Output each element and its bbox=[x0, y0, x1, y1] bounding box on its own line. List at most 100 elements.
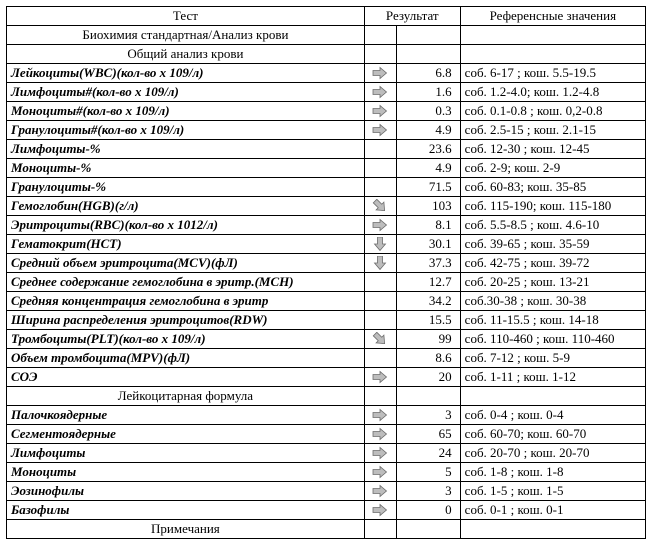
test-name: Тромбоциты(PLT)(кол-во х 109/л) bbox=[7, 330, 365, 349]
reference-range: соб. 1-8 ; кош. 1-8 bbox=[460, 463, 645, 482]
result-value: 4.9 bbox=[396, 121, 460, 140]
reference-range: соб. 20-25 ; кош. 13-21 bbox=[460, 273, 645, 292]
test-name: СОЭ bbox=[7, 368, 365, 387]
trend-icon-cell bbox=[364, 292, 396, 311]
trend-icon-cell bbox=[364, 330, 396, 349]
table-row: Средний объем эритроцита(MCV)(фЛ) 37.3 с… bbox=[7, 254, 646, 273]
arrow-down-icon bbox=[372, 256, 388, 270]
table-row: Гранулоциты-% 71.5 соб. 60-83; кош. 35-8… bbox=[7, 178, 646, 197]
table-row: Тромбоциты(PLT)(кол-во х 109/л) 99 соб. … bbox=[7, 330, 646, 349]
reference-range: соб. 115-190; кош. 115-180 bbox=[460, 197, 645, 216]
reference-range: соб. 7-12 ; кош. 5-9 bbox=[460, 349, 645, 368]
arrow-right-icon bbox=[372, 408, 388, 422]
test-name: Сегментоядерные bbox=[7, 425, 365, 444]
empty-cell bbox=[396, 520, 460, 539]
test-name: Объем тромбоцита(MPV)(фЛ) bbox=[7, 349, 365, 368]
empty-cell bbox=[364, 387, 396, 406]
empty-cell bbox=[460, 45, 645, 64]
table-row: Палочкоядерные 3 соб. 0-4 ; кош. 0-4 bbox=[7, 406, 646, 425]
section-row: Лейкоцитарная формула bbox=[7, 387, 646, 406]
section-row: Общий анализ крови bbox=[7, 45, 646, 64]
table-row: Сегментоядерные 65 соб. 60-70; кош. 60-7… bbox=[7, 425, 646, 444]
reference-range: соб. 12-30 ; кош. 12-45 bbox=[460, 140, 645, 159]
result-value: 1.6 bbox=[396, 83, 460, 102]
test-name: Среднее содержание гемоглобина в эритр.(… bbox=[7, 273, 365, 292]
arrow-right-icon bbox=[372, 104, 388, 118]
notes-row: Примечания bbox=[7, 520, 646, 539]
result-value: 3 bbox=[396, 482, 460, 501]
table-row: Эритроциты(RBC)(кол-во х 1012/л) 8.1 соб… bbox=[7, 216, 646, 235]
reference-range: соб. 1-11 ; кош. 1-12 bbox=[460, 368, 645, 387]
test-name: Гранулоциты-% bbox=[7, 178, 365, 197]
trend-icon-cell bbox=[364, 178, 396, 197]
arrow-down-right-icon bbox=[372, 199, 388, 213]
trend-icon-cell bbox=[364, 368, 396, 387]
trend-icon-cell bbox=[364, 64, 396, 83]
trend-icon-cell bbox=[364, 121, 396, 140]
lab-results-table: Тест Результат Референсные значения Биох… bbox=[6, 6, 646, 539]
trend-icon-cell bbox=[364, 311, 396, 330]
result-value: 0.3 bbox=[396, 102, 460, 121]
arrow-right-icon bbox=[372, 123, 388, 137]
empty-cell bbox=[364, 520, 396, 539]
table-row: Моноциты-% 4.9 соб. 2-9; кош. 2-9 bbox=[7, 159, 646, 178]
notes-label: Примечания bbox=[7, 520, 365, 539]
trend-icon-cell bbox=[364, 102, 396, 121]
reference-range: соб.30-38 ; кош. 30-38 bbox=[460, 292, 645, 311]
test-name: Лейкоциты(WBC)(кол-во х 109/л) bbox=[7, 64, 365, 83]
arrow-right-icon bbox=[372, 85, 388, 99]
arrow-down-icon bbox=[372, 237, 388, 251]
result-value: 3 bbox=[396, 406, 460, 425]
result-value: 4.9 bbox=[396, 159, 460, 178]
test-name: Базофилы bbox=[7, 501, 365, 520]
trend-icon-cell bbox=[364, 159, 396, 178]
trend-icon-cell bbox=[364, 406, 396, 425]
reference-range: соб. 2-9; кош. 2-9 bbox=[460, 159, 645, 178]
test-name: Лимфоциты#(кол-во х 109/л) bbox=[7, 83, 365, 102]
table-row: Эозинофилы 3 соб. 1-5 ; кош. 1-5 bbox=[7, 482, 646, 501]
reference-range: соб. 60-70; кош. 60-70 bbox=[460, 425, 645, 444]
test-name: Лимфоциты-% bbox=[7, 140, 365, 159]
reference-range: соб. 39-65 ; кош. 35-59 bbox=[460, 235, 645, 254]
trend-icon-cell bbox=[364, 482, 396, 501]
reference-range: соб. 1.2-4.0; кош. 1.2-4.8 bbox=[460, 83, 645, 102]
test-name: Моноциты-% bbox=[7, 159, 365, 178]
empty-cell bbox=[396, 387, 460, 406]
table-row: Среднее содержание гемоглобина в эритр.(… bbox=[7, 273, 646, 292]
empty-cell bbox=[396, 26, 460, 45]
reference-range: соб. 6-17 ; кош. 5.5-19.5 bbox=[460, 64, 645, 83]
empty-cell bbox=[364, 26, 396, 45]
table-row: Средняя концентрация гемоглобина в эритр… bbox=[7, 292, 646, 311]
test-name: Эритроциты(RBC)(кол-во х 1012/л) bbox=[7, 216, 365, 235]
reference-range: соб. 0-1 ; кош. 0-1 bbox=[460, 501, 645, 520]
section-row: Биохимия стандартная/Анализ крови bbox=[7, 26, 646, 45]
section-label: Биохимия стандартная/Анализ крови bbox=[7, 26, 365, 45]
table-row: Ширина распределения эритроцитов(RDW) 15… bbox=[7, 311, 646, 330]
header-test: Тест bbox=[7, 7, 365, 26]
result-value: 103 bbox=[396, 197, 460, 216]
reference-range: соб. 42-75 ; кош. 39-72 bbox=[460, 254, 645, 273]
result-value: 20 bbox=[396, 368, 460, 387]
result-value: 8.1 bbox=[396, 216, 460, 235]
section-label: Лейкоцитарная формула bbox=[7, 387, 365, 406]
reference-range: соб. 20-70 ; кош. 20-70 bbox=[460, 444, 645, 463]
table-row: Базофилы 0 соб. 0-1 ; кош. 0-1 bbox=[7, 501, 646, 520]
result-value: 99 bbox=[396, 330, 460, 349]
empty-cell bbox=[460, 520, 645, 539]
result-value: 37.3 bbox=[396, 254, 460, 273]
arrow-right-icon bbox=[372, 427, 388, 441]
test-name: Ширина распределения эритроцитов(RDW) bbox=[7, 311, 365, 330]
table-row: Лимфоциты#(кол-во х 109/л) 1.6 соб. 1.2-… bbox=[7, 83, 646, 102]
table-row: Моноциты#(кол-во х 109/л) 0.3 соб. 0.1-0… bbox=[7, 102, 646, 121]
table-row: Объем тромбоцита(MPV)(фЛ) 8.6 соб. 7-12 … bbox=[7, 349, 646, 368]
arrow-right-icon bbox=[372, 484, 388, 498]
reference-range: соб. 0.1-0.8 ; кош. 0,2-0.8 bbox=[460, 102, 645, 121]
result-value: 23.6 bbox=[396, 140, 460, 159]
trend-icon-cell bbox=[364, 349, 396, 368]
empty-cell bbox=[460, 387, 645, 406]
table-row: Лейкоциты(WBC)(кол-во х 109/л) 6.8 соб. … bbox=[7, 64, 646, 83]
result-value: 8.6 bbox=[396, 349, 460, 368]
empty-cell bbox=[364, 45, 396, 64]
result-value: 12.7 bbox=[396, 273, 460, 292]
result-value: 65 bbox=[396, 425, 460, 444]
